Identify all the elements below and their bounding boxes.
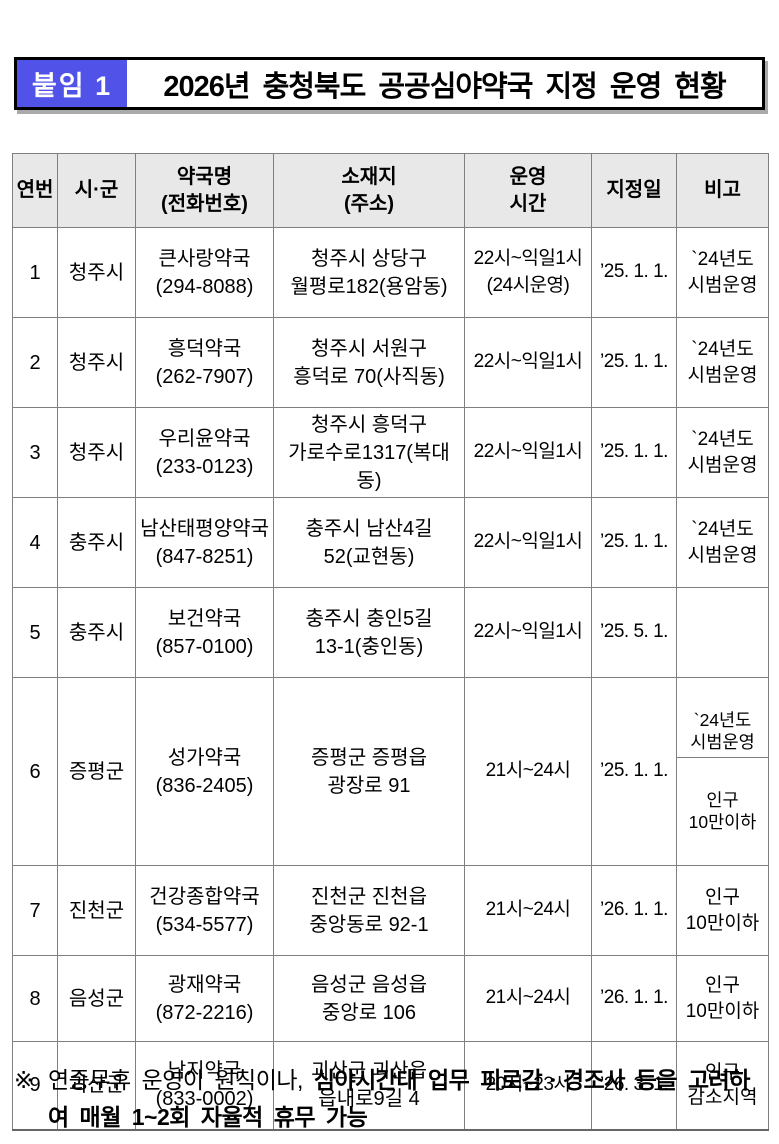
cell-sigun: 진천군 xyxy=(57,865,136,956)
cell-date: ’25. 1. 1. xyxy=(591,407,677,498)
cell-sigun: 증평군 xyxy=(57,677,136,866)
cell-address: 청주시 흥덕구 가로수로1317(복대동) xyxy=(273,407,465,498)
cell-date: ’25. 1. 1. xyxy=(591,317,677,408)
cell-hours: 20시~23시 xyxy=(464,1041,592,1130)
cell-address: 증평군 증평읍 광장로 91 xyxy=(273,677,465,866)
cell-sigun: 청주시 xyxy=(57,407,136,498)
cell-hours: 22시~익일1시 xyxy=(464,497,592,588)
cell-note: 인구 10만이하 xyxy=(676,955,769,1042)
footnote-bold: 심야시간대 업무 피로감ㆍ경조사 등을 고려하여 매월 1~2회 자율적 휴무 … xyxy=(48,1067,750,1130)
cell-sigun: 음성군 xyxy=(57,955,136,1042)
table-row: 7 진천군 건강종합약국 (534-5577) 진천군 진천읍 중앙동로 92-… xyxy=(12,865,769,956)
cell-no: 7 xyxy=(12,865,58,956)
cell-address: 괴산군 괴산읍 읍내로9길 4 xyxy=(273,1041,465,1130)
cell-pharmacy: 우리윤약국 (233-0123) xyxy=(135,407,274,498)
col-header-sigun: 시·군 xyxy=(57,153,136,228)
col-header-address: 소재지 (주소) xyxy=(273,153,465,228)
cell-date: ’26. 1. 1. xyxy=(591,865,677,956)
cell-address: 청주시 상당구 월평로182(용암동) xyxy=(273,227,465,318)
cell-pharmacy: 남산태평양약국 (847-8251) xyxy=(135,497,274,588)
cell-hours: 22시~익일1시 xyxy=(464,407,592,498)
cell-pharmacy: 광재약국 (872-2216) xyxy=(135,955,274,1042)
table-row: 4 충주시 남산태평양약국 (847-8251) 충주시 남산4길 52(교현동… xyxy=(12,497,769,588)
cell-note: 인구 10만이하 xyxy=(676,865,769,956)
footnote: ※ 연중무휴 운영이 원칙이나, 심야시간대 업무 피로감ㆍ경조사 등을 고려하… xyxy=(14,1062,768,1136)
cell-date: ’25. 5. 1. xyxy=(591,587,677,678)
cell-no: 9 xyxy=(12,1041,58,1130)
col-header-pharmacy: 약국명 (전화번호) xyxy=(135,153,274,228)
cell-pharmacy: 큰사랑약국 (294-8088) xyxy=(135,227,274,318)
cell-sigun: 청주시 xyxy=(57,317,136,408)
footnote-regular: 연중무휴 운영이 원칙이나, xyxy=(48,1067,314,1093)
cell-note: 인구 감소지역 xyxy=(676,1041,769,1130)
cell-note: `24년도 시범운영 인구 10만이하 xyxy=(676,677,769,866)
col-header-note: 비고 xyxy=(676,153,769,228)
cell-hours: 21시~24시 xyxy=(464,677,592,866)
cell-date: ’26. 3. 1. xyxy=(591,1041,677,1130)
col-header-date: 지정일 xyxy=(591,153,677,228)
cell-sigun: 청주시 xyxy=(57,227,136,318)
title-box: 붙임 1 2026년 충청북도 공공심야약국 지정 운영 현황 xyxy=(14,57,765,110)
cell-address: 청주시 서원구 흥덕로 70(사직동) xyxy=(273,317,465,408)
cell-note: `24년도 시범운영 xyxy=(676,497,769,588)
table-row: 6 증평군 성가약국 (836-2405) 증평군 증평읍 광장로 91 21시… xyxy=(12,677,769,866)
cell-date: ’25. 1. 1. xyxy=(591,677,677,866)
header-row: 연번 시·군 약국명 (전화번호) 소재지 (주소) 운영 시간 지정일 비고 xyxy=(12,153,769,228)
cell-no: 3 xyxy=(12,407,58,498)
note-bottom: 인구 10만이하 xyxy=(688,789,757,832)
table-row: 8 음성군 광재약국 (872-2216) 음성군 음성읍 중앙로 106 21… xyxy=(12,955,769,1042)
cell-no: 4 xyxy=(12,497,58,588)
table-body: 1 청주시 큰사랑약국 (294-8088) 청주시 상당구 월평로182(용암… xyxy=(12,227,769,1130)
cell-hours: 22시~익일1시 xyxy=(464,317,592,408)
cell-no: 8 xyxy=(12,955,58,1042)
cell-no: 2 xyxy=(12,317,58,408)
cell-sigun: 충주시 xyxy=(57,497,136,588)
col-header-no: 연번 xyxy=(12,153,58,228)
cell-note: `24년도 시범운영 xyxy=(676,317,769,408)
footnote-marker: ※ xyxy=(14,1067,33,1093)
cell-address: 진천군 진천읍 중앙동로 92-1 xyxy=(273,865,465,956)
cell-hours: 22시~익일1시 (24시운영) xyxy=(464,227,592,318)
cell-address: 음성군 음성읍 중앙로 106 xyxy=(273,955,465,1042)
table-row: 2 청주시 흥덕약국 (262-7907) 청주시 서원구 흥덕로 70(사직동… xyxy=(12,317,769,408)
col-header-hours: 운영 시간 xyxy=(464,153,592,228)
cell-pharmacy: 건강종합약국 (534-5577) xyxy=(135,865,274,956)
table-row: 5 충주시 보건약국 (857-0100) 충주시 충인5길 13-1(충인동)… xyxy=(12,587,769,678)
cell-hours: 21시~24시 xyxy=(464,865,592,956)
attachment-badge: 붙임 1 xyxy=(17,60,127,107)
table-row: 1 청주시 큰사랑약국 (294-8088) 청주시 상당구 월평로182(용암… xyxy=(12,227,769,318)
cell-hours: 21시~24시 xyxy=(464,955,592,1042)
cell-pharmacy: 성가약국 (836-2405) xyxy=(135,677,274,866)
cell-hours: 22시~익일1시 xyxy=(464,587,592,678)
cell-note xyxy=(676,587,769,678)
pharmacy-table: 연번 시·군 약국명 (전화번호) 소재지 (주소) 운영 시간 지정일 비고 … xyxy=(12,153,769,1131)
cell-pharmacy: 흥덕약국 (262-7907) xyxy=(135,317,274,408)
cell-sigun: 충주시 xyxy=(57,587,136,678)
cell-no: 6 xyxy=(12,677,58,866)
table-header: 연번 시·군 약국명 (전화번호) 소재지 (주소) 운영 시간 지정일 비고 xyxy=(12,153,769,228)
cell-date: ’25. 1. 1. xyxy=(591,227,677,318)
cell-date: ’26. 1. 1. xyxy=(591,955,677,1042)
cell-address: 충주시 충인5길 13-1(충인동) xyxy=(273,587,465,678)
cell-date: ’25. 1. 1. xyxy=(591,497,677,588)
cell-no: 5 xyxy=(12,587,58,678)
table-row: 3 청주시 우리윤약국 (233-0123) 청주시 흥덕구 가로수로1317(… xyxy=(12,407,769,498)
page-title: 2026년 충청북도 공공심야약국 지정 운영 현황 xyxy=(163,70,726,103)
cell-note: `24년도 시범운영 xyxy=(676,227,769,318)
footnote-text: 연중무휴 운영이 원칙이나, 심야시간대 업무 피로감ㆍ경조사 등을 고려하여 … xyxy=(48,1062,768,1136)
cell-pharmacy: 보건약국 (857-0100) xyxy=(135,587,274,678)
cell-address: 충주시 남산4길 52(교현동) xyxy=(273,497,465,588)
cell-no: 1 xyxy=(12,227,58,318)
note-top: `24년도 시범운영 xyxy=(677,706,768,758)
cell-note: `24년도 시범운영 xyxy=(676,407,769,498)
table-row: 9 괴산군 남지약국 (833-0002) 괴산군 괴산읍 읍내로9길 4 20… xyxy=(12,1041,769,1130)
